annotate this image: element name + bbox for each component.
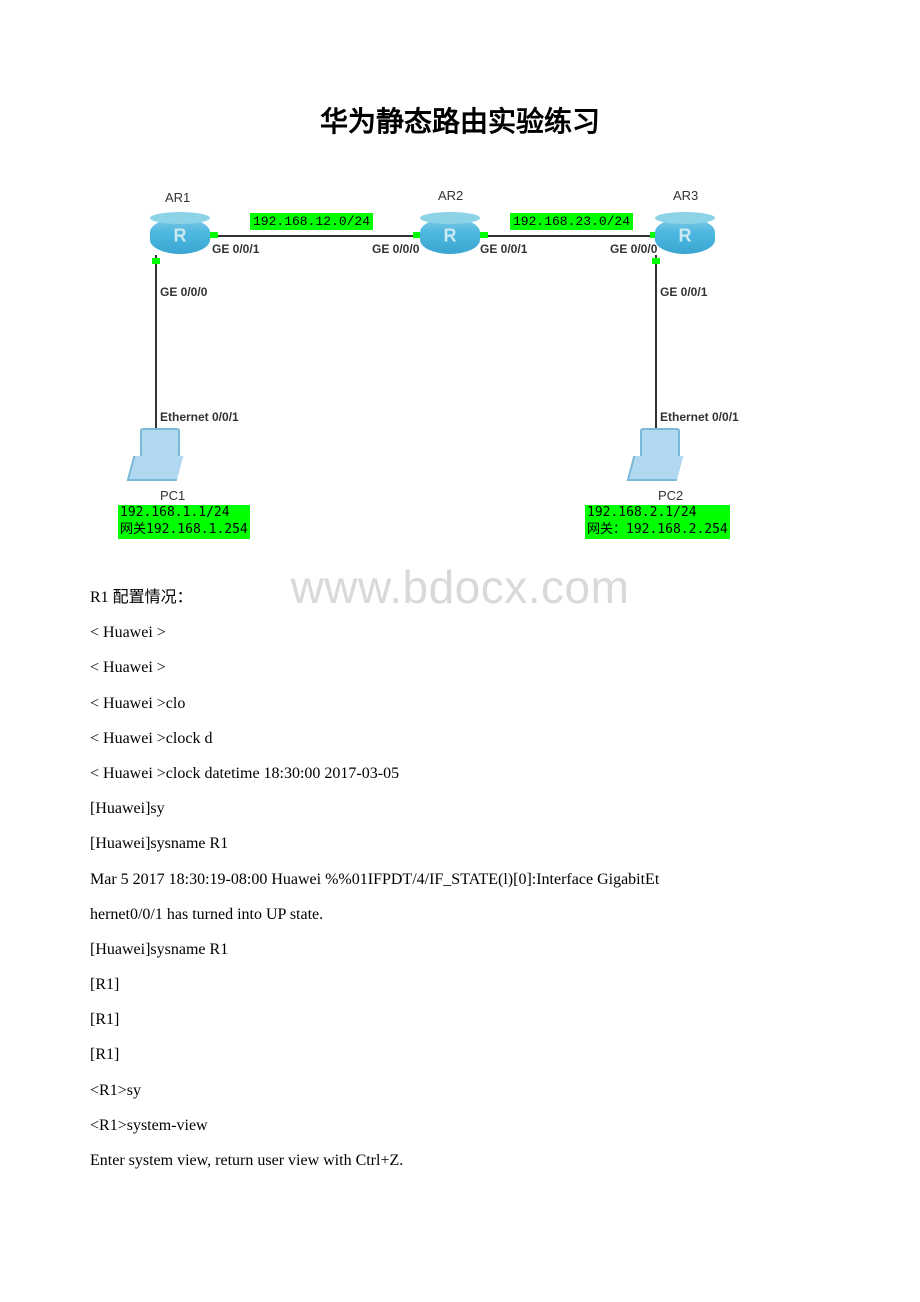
port-label: GE 0/0/0 (610, 242, 657, 256)
cli-line: <R1>sy (90, 1073, 830, 1108)
cli-line: [Huawei]sysname R1 (90, 932, 830, 967)
pc-label-2: PC2 (658, 488, 683, 503)
port-label: GE 0/0/1 (480, 242, 527, 256)
cli-line: [R1] (90, 1037, 830, 1072)
cli-line: Enter system view, return user view with… (90, 1143, 830, 1178)
pc-icon (130, 428, 190, 488)
page-title: 华为静态路由实验练习 (90, 100, 830, 140)
port-label: GE 0/0/0 (372, 242, 419, 256)
port-label: Ethernet 0/0/1 (660, 410, 739, 424)
network-label: 192.168.12.0/24 (250, 213, 373, 230)
cli-line: < Huawei > (90, 650, 830, 685)
config-heading: R1 配置情况： (90, 580, 830, 615)
link-r3-pc2 (655, 255, 657, 440)
link-r1-pc1 (155, 255, 157, 440)
pc-gateway: 网关：192.168.2.254 (587, 522, 728, 539)
network-label: 192.168.23.0/24 (510, 213, 633, 230)
cli-line: < Huawei > (90, 615, 830, 650)
link-r2-r3 (478, 235, 658, 237)
pc-icon (630, 428, 690, 488)
cli-line: [Huawei]sy (90, 791, 830, 826)
pc-network-label: 192.168.2.1/24 网关：192.168.2.254 (585, 505, 730, 539)
router-label-ar1: AR1 (165, 190, 190, 205)
cli-line: < Huawei >clock datetime 18:30:00 2017-0… (90, 756, 830, 791)
link-r1-r2 (208, 235, 421, 237)
port-label: Ethernet 0/0/1 (160, 410, 239, 424)
router-label-ar2: AR2 (438, 188, 463, 203)
cli-line: [Huawei]sysname R1 (90, 826, 830, 861)
cli-line: < Huawei >clock d (90, 721, 830, 756)
cli-line: hernet0/0/1 has turned into UP state. (90, 897, 830, 932)
pc-gateway: 网关192.168.1.254 (120, 522, 248, 539)
router-icon: R (150, 218, 210, 254)
router-label-ar3: AR3 (673, 188, 698, 203)
pc-network-label: 192.168.1.1/24 网关192.168.1.254 (118, 505, 250, 539)
port-label: GE 0/0/1 (212, 242, 259, 256)
cli-line: [R1] (90, 967, 830, 1002)
router-icon: R (655, 218, 715, 254)
router-icon: R (420, 218, 480, 254)
port-indicator (210, 232, 218, 238)
port-indicator (480, 232, 488, 238)
pc-ip: 192.168.1.1/24 (120, 505, 248, 522)
port-indicator (152, 258, 160, 264)
network-diagram: AR1 R AR2 R AR3 R 192.168.12.0/24 192.16… (90, 170, 830, 550)
cli-line: < Huawei >clo (90, 686, 830, 721)
pc-label-1: PC1 (160, 488, 185, 503)
port-label: GE 0/0/0 (160, 285, 207, 299)
pc-ip: 192.168.2.1/24 (587, 505, 728, 522)
port-indicator (652, 258, 660, 264)
config-content: R1 配置情况： < Huawei > < Huawei > < Huawei … (90, 580, 830, 1178)
cli-line: [R1] (90, 1002, 830, 1037)
cli-line: <R1>system-view (90, 1108, 830, 1143)
port-label: GE 0/0/1 (660, 285, 707, 299)
cli-line: Mar 5 2017 18:30:19-08:00 Huawei %%01IFP… (90, 862, 830, 897)
